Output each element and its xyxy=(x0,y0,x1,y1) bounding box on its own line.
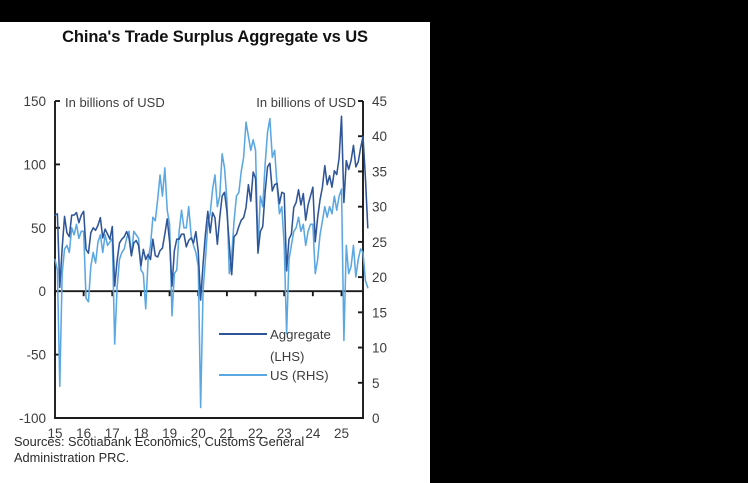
y-axis-tick-label: 100 xyxy=(23,157,46,172)
series-line-us xyxy=(54,117,369,409)
chart-card: China's Trade Surplus Aggregate vs US -1… xyxy=(0,22,430,483)
y2-axis-tick-label: 20 xyxy=(372,270,387,285)
left-axis-unit-label: In billions of USD xyxy=(65,95,165,110)
legend-label-us: US (RHS) xyxy=(270,368,329,383)
x-axis-tick-label: 22 xyxy=(248,426,263,441)
x-axis-tick-label: 21 xyxy=(219,426,234,441)
page-title: China's Trade Surplus Aggregate vs US xyxy=(62,28,368,46)
y-axis-tick-label: 50 xyxy=(31,221,46,236)
x-axis-tick-label: 15 xyxy=(47,426,62,441)
y2-axis-tick-label: 5 xyxy=(372,376,380,391)
legend-label-aggregate-axis: (LHS) xyxy=(270,349,304,364)
y2-axis-tick-label: 40 xyxy=(372,129,387,144)
right-axis-unit-label: In billions of USD xyxy=(256,95,356,110)
y2-axis-tick-label: 10 xyxy=(372,341,387,356)
x-axis-tick-label: 24 xyxy=(305,426,321,441)
x-axis-tick-label: 25 xyxy=(334,426,349,441)
x-axis-tick-label: 17 xyxy=(105,426,120,441)
y-axis-tick-label: -100 xyxy=(19,411,46,426)
chart-svg: -100 -50 0 50 100 150 0 5 10 15 20 25 30 35 40 45 15 16 17… xyxy=(19,94,387,441)
x-axis-tick-label: 16 xyxy=(76,426,91,441)
source-note: Sources: Scotiabank Economics, Customs G… xyxy=(14,434,426,466)
series-line-aggregate xyxy=(54,115,369,301)
source-line-1: Sources: Scotiabank Economics, Customs G… xyxy=(14,434,305,449)
y2-axis-tick-label: 15 xyxy=(372,305,387,320)
x-axis-tick-label: 20 xyxy=(191,426,206,441)
x-axis-tick-label: 18 xyxy=(133,426,148,441)
y-axis-tick-label: -50 xyxy=(26,348,46,363)
y2-axis-tick-label: 35 xyxy=(372,164,387,179)
x-axis-tick-label: 19 xyxy=(162,426,177,441)
y2-axis-tick-label: 45 xyxy=(372,94,387,109)
y-axis-tick-label: 0 xyxy=(38,284,46,299)
x-axis-tick-label: 23 xyxy=(277,426,292,441)
y2-axis-tick-label: 25 xyxy=(372,235,387,250)
y-axis-tick-label: 150 xyxy=(23,94,46,109)
y2-axis-tick-label: 0 xyxy=(372,411,380,426)
y2-axis-tick-label: 30 xyxy=(372,200,387,215)
source-line-2: Administration PRC. xyxy=(14,450,130,465)
legend-label-aggregate: Aggregate xyxy=(270,327,331,342)
